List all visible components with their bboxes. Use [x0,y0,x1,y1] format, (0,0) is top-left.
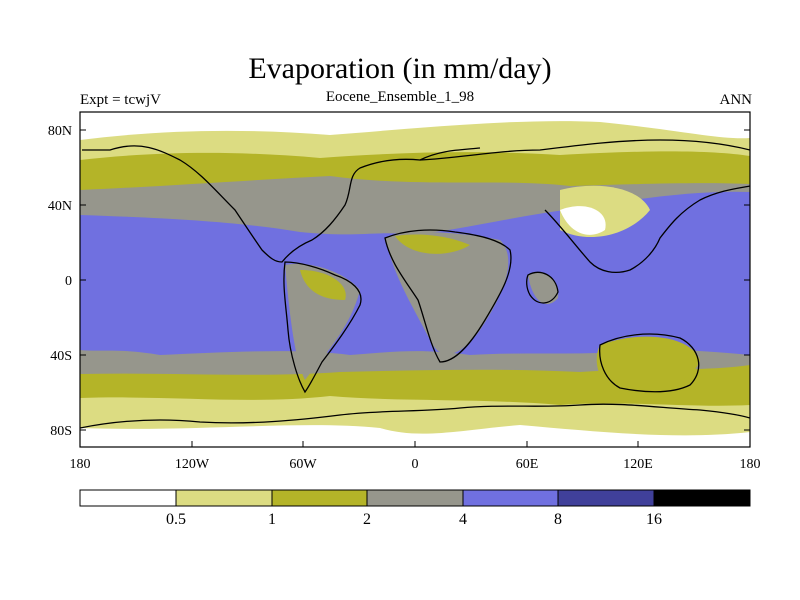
lon-tick-label: 60E [516,457,539,472]
lon-tick-label: 120W [175,457,210,472]
colorbar-swatch-5 [557,489,655,507]
lat-tick-label: 80N [48,124,72,139]
colorbar-swatch-0 [79,489,177,507]
lon-tick-label: 180 [740,457,761,472]
colorbar-swatch-2 [271,489,368,507]
coast-australia [599,333,700,393]
lon-tick-label: 120E [623,457,653,472]
colorbar-label: 1 [268,511,276,528]
coast-north-america [82,145,481,263]
season-label: ANN [719,92,753,108]
colorbar-swatch-4 [462,489,559,507]
colorbar: 0.5 1 2 4 8 16 [79,489,751,528]
field-land-india [528,272,559,305]
colorbar-swatch-1 [175,489,273,507]
coast-africa [384,229,512,363]
lon-axis: 180 120W 60W 0 60E 120E 180 [70,441,761,472]
lat-tick-label: 0 [65,274,72,289]
lat-tick-label: 40N [48,199,72,214]
lat-tick-label: 40S [50,349,72,364]
colorbar-label: 8 [554,511,562,528]
experiment-label: Expt = tcwjV [80,92,161,108]
lon-tick-label: 60W [289,457,317,472]
coast-eurasia [419,139,750,273]
field-land-samerica-dry [300,270,346,300]
evaporation-field [80,112,750,447]
coast-antarctica [80,403,750,429]
colorbar-label: 2 [363,511,371,528]
field-land-eurasia-wet [560,206,606,235]
colorbar-swatch-3 [366,489,464,507]
lon-tick-label: 180 [70,457,91,472]
colorbar-label: 16 [646,511,662,528]
lat-axis: 80N 40N 0 40S 80S [48,124,750,439]
chart-title: Evaporation (in mm/day) [248,52,552,85]
field-land-australia [596,336,700,389]
colorbar-label: 4 [459,511,467,528]
lon-tick-label: 0 [412,457,419,472]
coastlines [80,139,750,429]
chart-subtitle: Eocene_Ensemble_1_98 [325,89,475,105]
field-land-africa-dry [395,234,470,254]
lat-tick-label: 80S [50,424,72,439]
colorbar-swatch-6 [653,489,751,507]
colorbar-label: 0.5 [166,511,186,528]
coast-india [526,271,559,304]
coast-south-america [283,261,362,394]
field-land-africa [385,232,509,355]
